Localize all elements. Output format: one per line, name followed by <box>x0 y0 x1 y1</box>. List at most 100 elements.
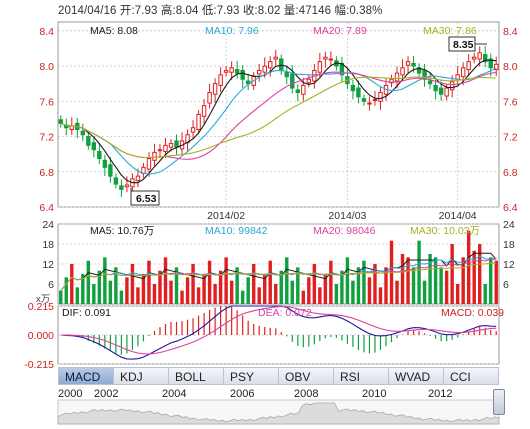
tab-macd[interactable]: MACD <box>58 367 114 385</box>
candle-body <box>218 74 223 86</box>
tab-kdj[interactable]: KDJ <box>114 367 169 385</box>
candle-body <box>273 56 278 60</box>
volume-bar <box>455 284 460 304</box>
volume-bar <box>180 290 184 304</box>
volume-bar <box>312 264 317 304</box>
dif-label: DIF: 0.091 <box>62 307 111 319</box>
volume-ma10-label: MA10: 99842 <box>205 225 268 237</box>
volume-bar <box>362 260 366 304</box>
candle-body <box>356 87 361 98</box>
volume-bar <box>213 284 217 304</box>
candle-body <box>483 54 488 63</box>
macd-y-tick: -0.215 <box>24 359 54 371</box>
volume-bar <box>351 280 355 304</box>
volume-bar <box>373 264 377 304</box>
candle-body <box>400 67 405 76</box>
tab-obv[interactable]: OBV <box>279 367 334 385</box>
candle-body <box>372 99 378 102</box>
volume-bar <box>141 274 146 304</box>
volume-y-tick-left: 18 <box>42 239 54 251</box>
high-label: 高:8.04 <box>160 5 199 17</box>
indicator-tabs: MACD KDJ BOLL PSY OBV RSI WVAD CCI <box>58 367 499 385</box>
volume-y-axis: 24 24 18 18 12 12 6 6 <box>42 219 515 291</box>
quote-header: 2014/04/16 开:7.93 高:8.04 低:7.93 收:8.02 量… <box>58 2 382 18</box>
candle-body <box>389 78 394 84</box>
price-moving-averages <box>60 59 497 184</box>
candle-body <box>201 105 207 117</box>
candle-body <box>284 71 289 78</box>
volume-bar <box>235 267 239 304</box>
price-ma10-label: MA10: 7.96 <box>205 25 259 37</box>
candle-body <box>152 151 157 161</box>
date-label: 2014/04/16 <box>58 5 117 17</box>
volume-bar <box>218 270 223 304</box>
year-label: 2002 <box>94 388 119 400</box>
candle-body <box>223 69 229 73</box>
candle-body <box>378 91 383 102</box>
volume-bar <box>147 260 151 304</box>
volume-bar <box>285 257 289 304</box>
volume-bar <box>257 287 261 304</box>
volume-bar <box>64 277 68 304</box>
volume-bar <box>307 277 311 304</box>
volume-bar <box>158 270 162 304</box>
volume-bar <box>395 280 399 304</box>
candle-body <box>290 73 295 89</box>
open-label: 开:7.93 <box>119 5 158 17</box>
volume-bar <box>444 270 449 304</box>
price-ma-line <box>60 59 497 184</box>
candle-body <box>317 61 323 73</box>
candle-body <box>306 78 312 84</box>
volume-bar <box>472 250 476 304</box>
tab-rsi[interactable]: RSI <box>334 367 389 385</box>
candle-body <box>405 61 411 66</box>
candle-body <box>471 56 477 60</box>
volume-bar <box>246 277 250 304</box>
price-ma-line <box>60 76 497 159</box>
price-ma5-label: MA5: 8.08 <box>90 25 138 37</box>
candle-body <box>477 52 482 60</box>
candle-body <box>124 184 130 188</box>
price-x-tick: 2014/03 <box>328 210 366 222</box>
price-x-tick: 2014/02 <box>207 210 245 222</box>
candle-body <box>190 127 196 133</box>
volume-bar <box>240 290 245 304</box>
candle-body <box>422 69 427 80</box>
candle-body <box>433 84 438 92</box>
price-ma20-label: MA20: 7.89 <box>313 25 367 37</box>
volume-bar <box>75 287 80 304</box>
volume-ma20-label: MA20: 98046 <box>313 225 376 237</box>
volume-bar <box>422 280 427 304</box>
volume-bar <box>406 257 410 304</box>
volume-bar <box>86 260 91 304</box>
timeline-year-labels: 2000 2002 2004 2006 2008 2010 2012 <box>58 388 499 424</box>
volume-bar <box>59 290 63 304</box>
candle-body <box>449 81 455 91</box>
candle-body <box>174 140 179 148</box>
volume-bar <box>114 267 118 304</box>
price-y-tick-right: 8.0 <box>503 61 518 73</box>
candle-body <box>323 56 328 60</box>
volume-bar <box>450 244 454 304</box>
volume-bar <box>411 267 416 304</box>
min-callout: 6.53 <box>136 193 157 205</box>
candle-body <box>460 67 466 78</box>
price-ma30-label: MA30: 7.86 <box>423 25 477 37</box>
volume-bar <box>92 284 96 304</box>
tab-wvad[interactable]: WVAD <box>389 367 444 385</box>
price-y-tick-left: 7.2 <box>39 132 54 144</box>
tab-psy[interactable]: PSY <box>224 367 279 385</box>
candle-body <box>91 142 97 151</box>
volume-ma-line <box>60 262 497 292</box>
candle-body <box>119 185 124 190</box>
volume-bar <box>334 284 339 304</box>
change-label: 幅:0.38% <box>334 5 383 17</box>
volume-ma5-label: MA5: 10.76万 <box>90 225 154 237</box>
tab-boll[interactable]: BOLL <box>169 367 224 385</box>
volume-bar <box>477 244 482 304</box>
tab-cci[interactable]: CCI <box>444 367 499 385</box>
volume-bar <box>466 230 471 304</box>
candle-body <box>245 80 251 85</box>
timeline-scroll-handle[interactable] <box>493 389 505 415</box>
